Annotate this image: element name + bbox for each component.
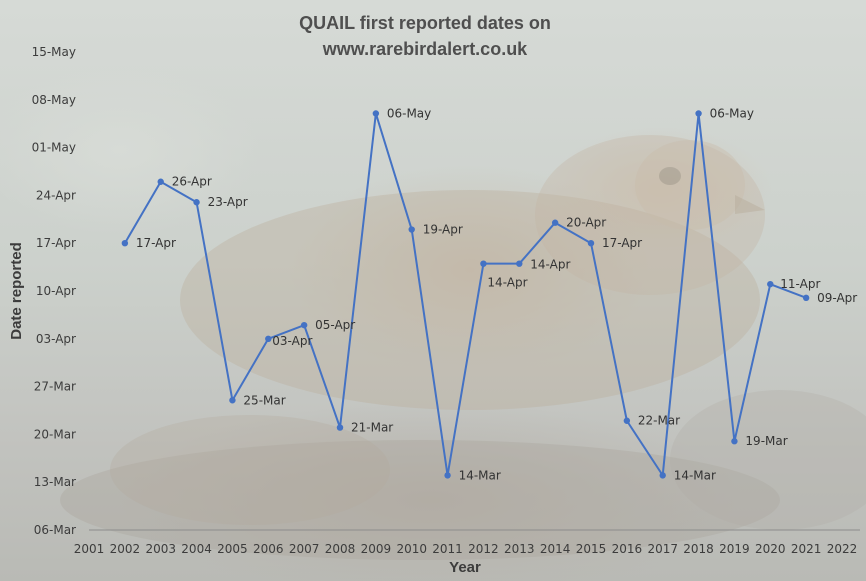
data-point [695, 110, 702, 117]
x-axis-title: Year [449, 559, 481, 576]
y-tick-label: 08-May [32, 93, 76, 107]
data-point [444, 472, 451, 479]
x-tick-label: 2015 [576, 542, 607, 556]
y-axis-title: Date reported [8, 242, 25, 340]
x-tick-label: 2008 [325, 542, 356, 556]
data-label: 14-Mar [459, 468, 501, 482]
x-tick-label: 2003 [145, 542, 176, 556]
data-point [193, 199, 200, 206]
data-label: 03-Apr [272, 334, 312, 348]
data-label: 19-Apr [423, 223, 463, 237]
data-point [372, 110, 380, 117]
data-point [408, 226, 415, 233]
data-label: 14-Mar [674, 468, 716, 482]
y-tick-label: 27-Mar [34, 380, 76, 394]
data-label: 11-Apr [780, 277, 820, 291]
x-axis-ticks: 2001 2002 2003 2004 2005 2006 2007 2008 2009 2010… [74, 542, 858, 556]
x-tick-label: 2016 [612, 542, 643, 556]
data-label: 06-May [387, 106, 431, 120]
x-tick-label: 2006 [253, 542, 284, 556]
data-label: 22-Mar [638, 414, 680, 428]
x-tick-label: 2017 [647, 542, 678, 556]
data-point [587, 240, 595, 247]
data-label: 14-Apr [530, 258, 570, 272]
y-tick-label: 10-Apr [36, 284, 76, 298]
x-tick-label: 2007 [289, 542, 320, 556]
chart-title-line-1: QUAIL first reported dates on [299, 13, 551, 33]
y-tick-label: 24-Apr [36, 188, 76, 202]
data-point [300, 321, 308, 329]
data-point [336, 424, 344, 431]
data-point [802, 294, 810, 302]
x-tick-label: 2014 [540, 542, 571, 556]
data-point [229, 397, 236, 404]
data-point [157, 178, 164, 185]
series-line [123, 112, 807, 477]
x-tick-label: 2002 [110, 542, 141, 556]
x-tick-label: 2022 [827, 542, 858, 556]
x-tick-label: 2021 [791, 542, 822, 556]
y-tick-label: 01-May [32, 141, 76, 155]
data-label: 20-Apr [566, 216, 606, 230]
x-tick-label: 2013 [504, 542, 535, 556]
data-label: 09-Apr [817, 291, 857, 305]
data-label: 23-Apr [208, 195, 248, 209]
data-point [121, 240, 129, 247]
y-tick-label: 03-Apr [36, 332, 76, 346]
data-point [551, 219, 559, 226]
data-label: 14-Apr [487, 276, 527, 290]
data-point [516, 260, 523, 267]
data-point [623, 417, 631, 424]
data-label: 05-Apr [315, 318, 355, 332]
y-tick-label: 15-May [32, 45, 76, 59]
x-tick-label: 2012 [468, 542, 499, 556]
data-label: 26-Apr [172, 175, 212, 189]
y-tick-label: 13-Mar [34, 475, 76, 489]
y-tick-label: 20-Mar [34, 427, 76, 441]
data-label: 17-Apr [136, 236, 176, 250]
data-point [265, 335, 272, 342]
data-label: 17-Apr [602, 236, 642, 250]
data-label: 25-Mar [243, 393, 285, 407]
x-tick-label: 2004 [181, 542, 212, 556]
data-label: 06-May [710, 106, 754, 120]
series-quail-dates [121, 110, 810, 479]
data-label: 19-Mar [745, 434, 787, 448]
x-tick-label: 2001 [74, 542, 105, 556]
data-point [480, 260, 487, 267]
x-tick-label: 2011 [432, 542, 463, 556]
x-tick-label: 2010 [396, 542, 427, 556]
y-axis-ticks: 06-Mar 13-Mar 20-Mar 27-Mar 03-Apr 10-Apr 17-A… [32, 45, 76, 537]
data-point [731, 438, 738, 445]
y-tick-label: 06-Mar [34, 523, 76, 537]
x-tick-label: 2020 [755, 542, 786, 556]
y-tick-label: 17-Apr [36, 236, 76, 250]
x-tick-label: 2005 [217, 542, 248, 556]
x-tick-label: 2019 [719, 542, 750, 556]
data-point [767, 280, 774, 288]
data-point [659, 472, 666, 479]
x-tick-label: 2009 [361, 542, 392, 556]
x-tick-label: 2018 [683, 542, 714, 556]
data-label: 21-Mar [351, 421, 393, 435]
chart-title-line-2: www.rarebirdalert.co.uk [322, 39, 528, 59]
